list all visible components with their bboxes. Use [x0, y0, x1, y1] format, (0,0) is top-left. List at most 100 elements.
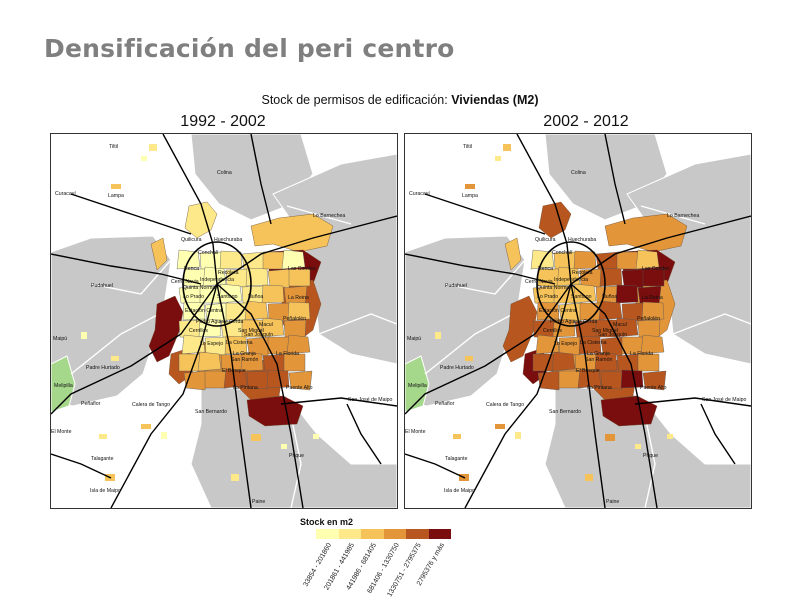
legend-swatch [316, 529, 339, 539]
commune-label: Lo Espejo [200, 341, 223, 347]
commune-label: Cerrillos [543, 328, 562, 334]
commune-block [616, 251, 639, 270]
commune-label: Estación Central [185, 308, 223, 314]
commune-label: Tiltil [463, 144, 472, 150]
commune-block [637, 319, 661, 339]
commune-block [219, 250, 243, 270]
urban-spot [99, 434, 107, 439]
commune-block [283, 319, 307, 339]
legend-swatch [338, 529, 361, 539]
commune-block [260, 317, 285, 338]
commune-block [637, 353, 660, 372]
map-period-right: 2002 - 2012 [543, 113, 629, 130]
commune-label: Peñaflor [81, 401, 101, 407]
commune-label: La Pintana [587, 385, 612, 391]
commune-label: Peñalolén [283, 316, 306, 322]
commune-block [262, 251, 285, 270]
road [604, 134, 626, 225]
commune-label: Tiltil [109, 144, 118, 150]
commune-label: El Bosque [222, 368, 246, 374]
commune-label: San José de Maipo [348, 397, 393, 403]
commune-block [281, 249, 306, 270]
road [280, 397, 397, 407]
urban-spot [495, 156, 501, 161]
commune-label: Ñuñoa [602, 293, 617, 300]
map-panel-1992-2002: Tiltil Colina Curacaví Lampa Lo Barnechea Qui… [50, 133, 398, 509]
commune-block [577, 368, 602, 389]
commune-label: Santiago [217, 294, 238, 300]
urban-patch [502, 295, 538, 363]
commune-block [261, 284, 285, 304]
urban-patch [250, 213, 334, 253]
commune-label: Melipilla [408, 383, 427, 389]
map-panel-2002-2012: Tiltil Colina Curacaví Lampa Lo Barnechea Qui… [404, 133, 752, 509]
legend-swatch [406, 529, 429, 539]
commune-label: Padre Hurtado [440, 365, 474, 371]
road [346, 403, 382, 465]
commune-label: Talagante [445, 456, 468, 462]
commune-label: Ñuñoa [248, 293, 263, 300]
urban-patch [538, 201, 572, 239]
commune-label: Pedro Aguirre Cerda [550, 319, 597, 325]
commune-label: Curacaví [409, 191, 430, 197]
commune-label: Las Condes [288, 266, 316, 272]
commune-block [240, 352, 264, 372]
commune-label: Curacaví [55, 191, 76, 197]
commune-label: Las Condes [642, 266, 670, 272]
urban-spot [635, 444, 641, 449]
commune-label: Macul [259, 322, 273, 328]
region-melipilla [51, 355, 76, 413]
commune-block [244, 300, 269, 321]
legend-swatch [383, 529, 406, 539]
commune-label: Lampa [462, 193, 478, 199]
urban-patch [150, 237, 168, 271]
commune-block [246, 370, 270, 390]
commune-label: La Pintana [233, 385, 258, 391]
urban-patch [504, 237, 522, 271]
urban-spot [313, 434, 319, 439]
commune-label: Quinta Normal [537, 285, 570, 291]
road [51, 253, 202, 285]
commune-boundary [494, 423, 556, 508]
map-2002-2012: Tiltil Colina Curacaví Lampa Lo Barnechea Qui… [405, 134, 751, 508]
commune-label: La Florida [630, 351, 653, 357]
commune-label: Lo Prado [537, 294, 558, 300]
urban-spot [453, 434, 461, 439]
commune-label: San Bernardo [549, 409, 581, 415]
road [570, 283, 658, 508]
subtitle-prefix: Stock de permisos de edificación: [261, 93, 452, 107]
urban-spot [465, 356, 473, 361]
road [162, 134, 218, 285]
road [51, 453, 112, 479]
commune-block [288, 370, 313, 391]
road [424, 193, 546, 235]
commune-label: La Cisterna [580, 340, 607, 346]
road [405, 253, 556, 285]
commune-block [642, 370, 667, 391]
urban-spot [111, 184, 121, 189]
commune-block [287, 301, 311, 321]
road [216, 215, 397, 285]
urban-spot [515, 432, 521, 439]
commune-boundary [424, 311, 518, 375]
commune-label: San José de Maipo [702, 397, 747, 403]
commune-label: Santiago [571, 294, 592, 300]
road [216, 283, 252, 508]
commune-label: La Granja [587, 351, 610, 357]
region-south [190, 383, 397, 508]
commune-block [600, 370, 624, 390]
commune-boundary [318, 313, 397, 335]
commune-label: La Granja [233, 351, 256, 357]
urban-spot [161, 432, 167, 439]
urban-patch [184, 201, 218, 239]
commune-label: La Reina [642, 295, 663, 301]
commune-label: Maipú [407, 336, 421, 342]
commune-label: San Miguel [238, 328, 264, 334]
road [70, 193, 192, 235]
commune-label: Pirque [643, 453, 658, 459]
commune-block [288, 268, 311, 287]
commune-label: Huechuraba [568, 237, 596, 243]
legend-color-bar [316, 529, 451, 539]
commune-label: Independencia [200, 277, 234, 283]
legend-title: Stock en m2 [300, 517, 354, 527]
